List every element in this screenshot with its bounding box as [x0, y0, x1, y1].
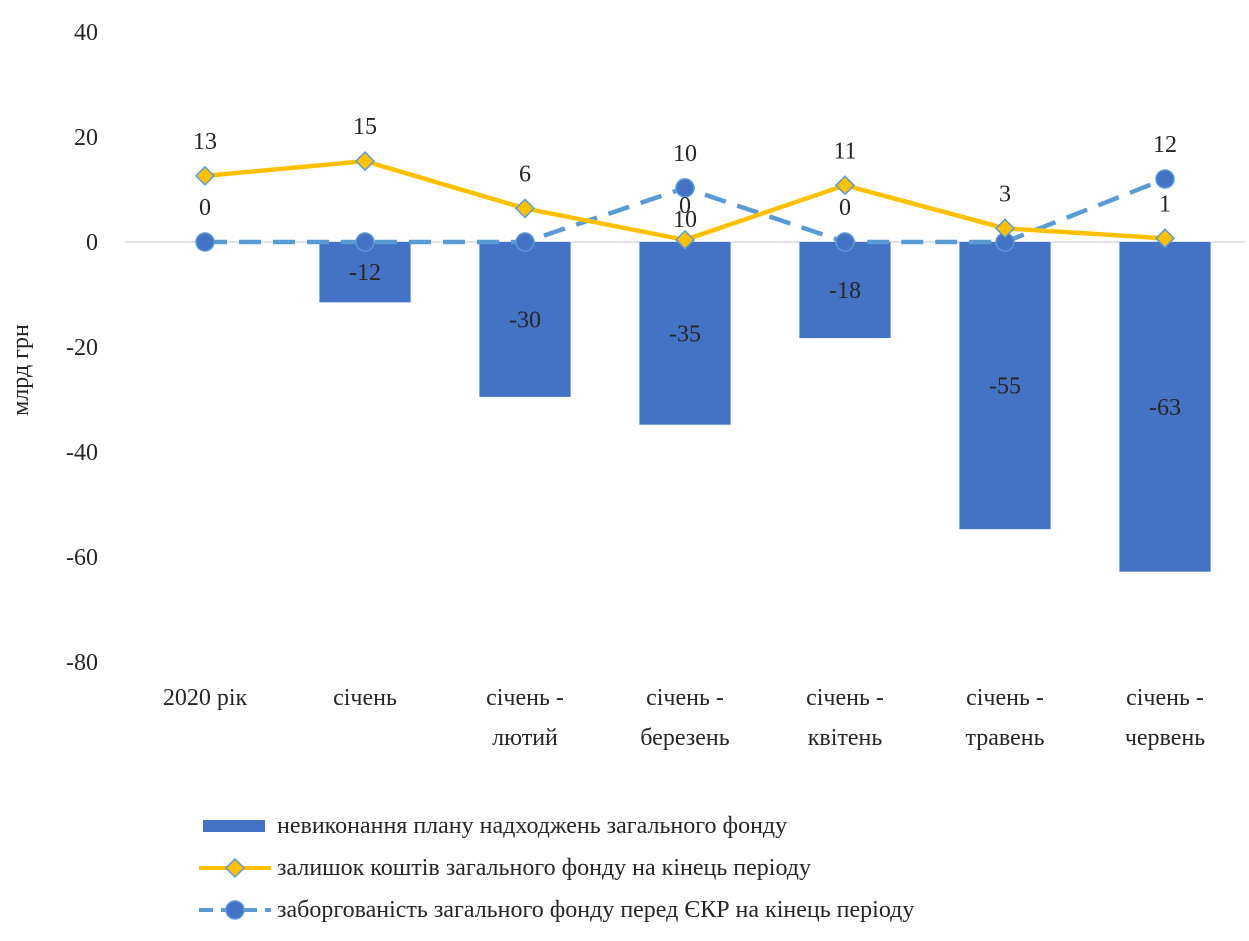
- bar-data-label: -55: [989, 374, 1021, 400]
- debt-data-label: 10: [673, 141, 697, 167]
- bar: [639, 242, 731, 425]
- y-tick-label: 40: [74, 20, 98, 46]
- legend-debt-line: [199, 900, 271, 920]
- debt-point: [1155, 169, 1175, 189]
- x-category-label: травень: [965, 725, 1044, 751]
- balance-point: [834, 175, 856, 196]
- balance-point: [514, 198, 536, 219]
- bar: [959, 242, 1051, 530]
- y-tick-label: -60: [66, 545, 98, 571]
- x-category-label: січень -: [646, 685, 724, 711]
- x-category-label: березень: [640, 725, 729, 751]
- balance-point: [674, 229, 696, 250]
- balance-data-label: 11: [833, 138, 856, 164]
- bar: [1119, 242, 1211, 572]
- bar-data-label: -18: [829, 278, 861, 304]
- x-category-label: січень -: [1126, 685, 1204, 711]
- y-tick-label: -40: [66, 440, 98, 466]
- x-category-label: січень: [333, 685, 397, 711]
- x-category-label: квітень: [808, 725, 883, 751]
- y-tick-label: 0: [86, 230, 98, 256]
- line-series: [194, 151, 1176, 252]
- balance-point: [194, 165, 216, 186]
- y-tick-label: -20: [66, 335, 98, 361]
- y-axis-ticks: 40 20 0 -20 -40 -60 -80: [66, 20, 98, 676]
- balance-data-label: 3: [999, 181, 1011, 207]
- bar: [319, 242, 411, 303]
- legend: невиконання плану надходжень загального …: [195, 805, 914, 931]
- x-category-label: січень -: [806, 685, 884, 711]
- debt-point: [835, 232, 855, 252]
- bar-data-label: -30: [509, 307, 541, 333]
- debt-data-label: 12: [1153, 132, 1177, 158]
- bar-data-label: -35: [669, 321, 701, 347]
- balance-data-label: 1: [1159, 191, 1171, 217]
- bar: [799, 242, 891, 339]
- x-category-label: січень -: [966, 685, 1044, 711]
- x-category-label: червень: [1125, 725, 1205, 751]
- x-axis-categories: 2020 рік січень січень - лютий січень - берез…: [163, 685, 1205, 751]
- debt-point: [195, 232, 215, 252]
- debt-point: [675, 178, 695, 198]
- y-tick-label: -80: [66, 650, 98, 676]
- bar-data-label: -12: [349, 260, 381, 286]
- legend-item-balance: залишок коштів загального фонду на кінец…: [195, 847, 914, 889]
- bar: [479, 242, 571, 397]
- legend-item-bars: невиконання плану надходжень загального …: [195, 805, 914, 847]
- legend-label-balance: залишок коштів загального фонду на кінец…: [277, 854, 811, 881]
- x-category-label: 2020 рік: [163, 685, 248, 711]
- x-category-label: лютий: [492, 725, 558, 751]
- debt-data-label: 0: [839, 195, 851, 221]
- balance-point: [994, 218, 1016, 239]
- balance-data-label: 15: [353, 114, 377, 140]
- balance-point: [1154, 228, 1176, 249]
- bar-series: [319, 242, 1211, 572]
- legend-bar-swatch: [203, 820, 265, 832]
- balance-point: [354, 151, 376, 172]
- legend-item-debt: заборгованість загального фонду перед ЄК…: [195, 889, 914, 931]
- debt-data-label: 10: [673, 207, 697, 233]
- legend-label-bars: невиконання плану надходжень загального …: [277, 812, 788, 839]
- balance-data-label: 13: [193, 129, 217, 155]
- balance-data-label: 0: [679, 193, 691, 219]
- debt-data-label: 0: [199, 195, 211, 221]
- legend-label-debt: заборгованість загального фонду перед ЄК…: [277, 896, 915, 923]
- x-category-label: січень -: [486, 685, 564, 711]
- bar-data-label: -63: [1149, 395, 1181, 421]
- debt-point: [355, 232, 375, 252]
- debt-point: [515, 232, 535, 252]
- balance-data-label: 6: [519, 161, 531, 187]
- legend-balance-line: [199, 857, 271, 879]
- y-axis-label: млрд грн: [8, 324, 34, 416]
- y-tick-label: 20: [74, 125, 98, 151]
